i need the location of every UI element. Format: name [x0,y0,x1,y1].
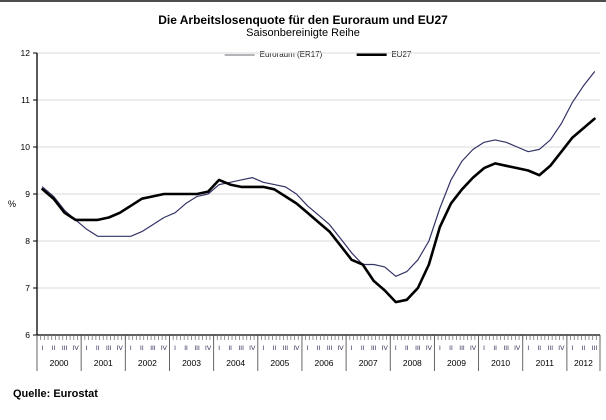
quarter-tick-label: I [571,345,573,352]
quarter-tick-label: IV [205,345,212,352]
quarter-tick-label: IV [514,345,521,352]
y-tick-label: 10 [21,142,31,152]
quarter-tick-label: II [317,345,321,352]
quarter-tick-label: IV [249,345,256,352]
quarter-tick-label: IV [161,345,168,352]
x-axis [36,334,601,371]
quarter-tick-label: I [86,345,88,352]
quarter-tick-label: II [449,345,453,352]
year-label: 2008 [403,358,422,368]
quarter-tick-label: I [351,345,353,352]
y-tick-label: 6 [25,330,30,340]
year-label: 2012 [574,358,593,368]
year-label: 2010 [491,358,510,368]
quarter-tick-label: III [327,345,333,352]
eu27-line-swatch-icon [356,53,387,56]
quarter-tick-label: I [262,345,264,352]
y-tick-label: 11 [21,95,30,105]
quarter-tick-label: II [140,345,144,352]
quarter-tick-label: II [184,345,188,352]
quarter-tick-label: I [483,345,485,352]
y-tick-label: 12 [21,48,31,58]
year-labels: 2000 2001 2002 2003 2004 2005 2006 2007 2008 2009… [50,358,594,368]
quarter-tick-label: II [537,345,541,352]
quarter-tick-label: I [395,345,397,352]
series-line-eu27 [41,117,596,304]
year-label: 2003 [182,358,201,368]
quarter-tick-label: II [52,345,56,352]
legend-label-euroraum: Euroraum (ER17) [259,50,323,59]
quarter-tick-label: I [174,345,176,352]
quarter-tick-label: II [405,345,409,352]
quarter-tick-label: III [283,345,289,352]
quarter-tick-label: III [106,345,112,352]
quarter-tick-label: I [439,345,441,352]
y-tick-label: 8 [25,236,30,246]
chart-subtitle: Saisonbereinigte Reihe [246,27,360,39]
quarter-tick-label: IV [338,345,345,352]
quarter-tick-label: I [42,345,44,352]
quarter-tick-label: I [307,345,309,352]
quarter-tick-label: IV [117,345,124,352]
series-line-euroraum-er17 [41,71,596,277]
quarter-tick-label: III [239,345,245,352]
quarter-tick-label: III [150,345,156,352]
quarter-tick-label: II [228,345,232,352]
year-label: 2004 [226,358,245,368]
quarter-tick-label: II [273,345,277,352]
quarter-tick-label: I [218,345,220,352]
quarter-tick-label: III [548,345,554,352]
quarter-tick-label: III [194,345,200,352]
quarter-tick-label: III [371,345,377,352]
quarter-tick-label: I [527,345,529,352]
year-label: 2000 [50,358,69,368]
quarter-tick-label: II [493,345,497,352]
quarter-tick-label: I [130,345,132,352]
quarter-tick-label: IV [558,345,565,352]
quarter-tick-label: II [582,345,586,352]
source-note: Quelle: Eurostat [13,388,98,400]
quarter-tick-label: III [459,345,465,352]
chart-title: Die Arbeitslosenquote für den Euroraum u… [158,13,448,27]
quarter-tick-label: IV [293,345,300,352]
quarter-tick-label: IV [382,345,389,352]
legend-item-euroraum: Euroraum (ER17) [224,50,323,59]
quarter-tick-label: IV [470,345,477,352]
euroraum-line-swatch-icon [224,53,255,56]
quarter-tick-label: II [96,345,100,352]
quarter-tick-label: III [62,345,68,352]
year-label: 2006 [315,358,334,368]
year-label: 2001 [94,358,113,368]
year-label: 2005 [270,358,289,368]
y-gridlines [37,52,600,289]
y-axis-unit-label: % [8,199,16,209]
year-label: 2011 [536,358,555,368]
quarter-tick-label: III [415,345,421,352]
quarter-tick-label: III [503,345,509,352]
chart-legend: Euroraum (ER17) EU27 [224,50,411,59]
top-divider-rule [0,0,606,2]
year-label: 2007 [359,358,378,368]
quarter-tick-label: IV [73,345,80,352]
quarter-tick-label: IV [426,345,433,352]
legend-label-eu27: EU27 [391,50,412,59]
quarter-tick-label: II [361,345,365,352]
year-label: 2009 [447,358,466,368]
quarter-tick-labels: I II III IV I II III IV I II III IV I II III IV I II III IV… [42,345,598,352]
year-label: 2002 [138,358,157,368]
y-axis: 6 7 8 9 10 11 12% [8,48,38,340]
y-tick-label: 9 [25,189,30,199]
y-tick-label: 7 [25,283,30,293]
legend-item-eu27: EU27 [356,50,411,59]
quarter-tick-label: III [592,345,598,352]
